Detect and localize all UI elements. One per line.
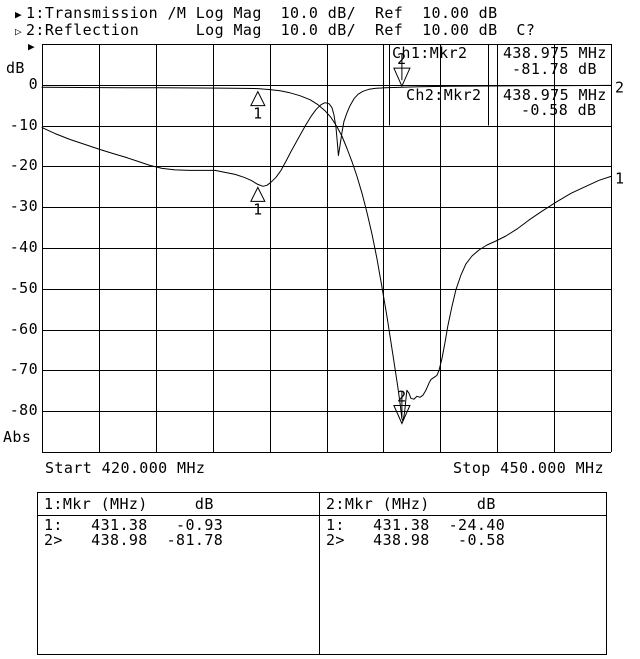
channel1-title-line: 1:Transmission /M Log Mag 10.0 dB/ Ref 1… xyxy=(26,4,498,22)
ch2-marker-readout-frequency: 438.975 MHz xyxy=(503,86,607,104)
marker-table-divider xyxy=(319,493,320,654)
channel2-title-line: 2:Reflection Log Mag 10.0 dB/ Ref 10.00 … xyxy=(26,21,536,39)
marker-readout-box-rules xyxy=(389,44,489,126)
ch1-marker-readout-label: Ch1:Mkr2 xyxy=(392,44,468,62)
marker-table-ch1-header: 1:Mkr (MHz) dB xyxy=(44,495,214,513)
y-axis-tick-label: -50 xyxy=(9,278,38,297)
marker-symbol: 1 xyxy=(250,90,266,123)
trace-end-label: 1 xyxy=(615,169,624,187)
marker-label: 2 xyxy=(397,50,406,68)
ch2-marker-readout-value: -0.58 dB xyxy=(521,101,597,119)
channel1-active-indicator-icon: ▶ xyxy=(15,8,23,21)
y-axis-tick-label: -40 xyxy=(9,238,38,256)
channel2-inactive-indicator-icon: ▷ xyxy=(15,25,23,38)
y-axis-tick-label: -60 xyxy=(9,319,38,338)
ch1-marker-readout-frequency: 438.975 MHz xyxy=(503,44,607,62)
y-axis-tick-label: -70 xyxy=(9,360,38,379)
ch2-marker-readout-label: Ch2:Mkr2 xyxy=(406,86,482,104)
marker-label: 1 xyxy=(253,105,262,123)
graticule-grid xyxy=(42,44,612,453)
y-axis-unit-label: dB xyxy=(6,59,25,77)
y-axis-tick-label: -20 xyxy=(9,156,38,175)
trace-reflection xyxy=(41,84,612,187)
y-axis-tick-label: 0 xyxy=(28,74,38,93)
marker-table: 1:Mkr (MHz) dB 1: 431.38 -0.93 2> 438.98… xyxy=(37,492,607,655)
trace-transmission xyxy=(41,86,612,422)
ch1-marker-readout-value: -81.78 dB xyxy=(512,60,597,78)
marker-label: 2 xyxy=(397,387,406,405)
marker-table-ch1-row2: 2> 438.98 -81.78 xyxy=(44,531,224,549)
y-axis-tick-label: -30 xyxy=(9,197,38,216)
trace-end-label: 2 xyxy=(615,78,624,96)
marker-table-header-rule xyxy=(38,515,606,516)
start-frequency-label: Start 420.000 MHz xyxy=(45,459,206,477)
y-axis-abs-label: Abs xyxy=(3,428,32,446)
marker-table-ch2-row1: 1: 431.38 -24.40 xyxy=(326,516,506,534)
marker-symbol: 2 xyxy=(393,50,411,88)
marker-table-ch1-row1: 1: 431.38 -0.93 xyxy=(44,516,224,534)
stop-frequency-label: Stop 450.000 MHz xyxy=(453,459,604,477)
y-axis-tick-label: -80 xyxy=(9,401,38,420)
marker-table-ch2-row2: 2> 438.98 -0.58 xyxy=(326,531,506,549)
marker-symbol: 1 xyxy=(250,186,266,218)
y-axis-tick-label: -10 xyxy=(9,115,38,134)
marker-symbol: 2 xyxy=(393,387,411,425)
marker-table-ch2-header: 2:Mkr (MHz) dB xyxy=(326,495,496,513)
reference-level-marker-icon: ▶ xyxy=(28,40,36,53)
marker-label: 1 xyxy=(253,200,262,218)
